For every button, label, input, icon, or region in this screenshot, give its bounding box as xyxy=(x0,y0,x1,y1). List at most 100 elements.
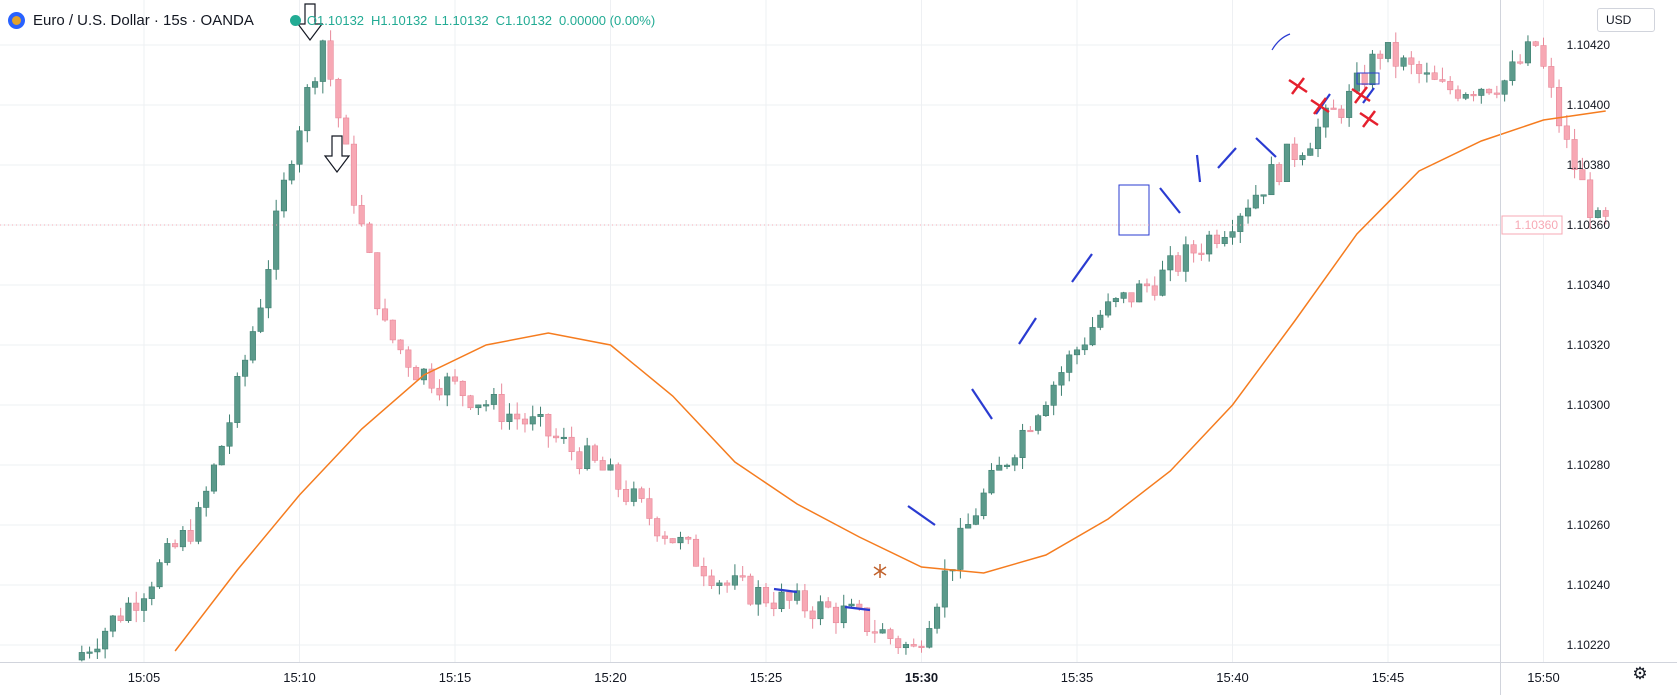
candle-body xyxy=(739,575,746,578)
cross-mark-icon xyxy=(1362,110,1376,128)
candle-body xyxy=(1579,169,1586,181)
moving-average-line xyxy=(174,110,1606,652)
candle-body xyxy=(1136,283,1143,303)
currency-button[interactable]: USD xyxy=(1597,8,1655,32)
candle-body xyxy=(1073,349,1081,356)
candle-body xyxy=(1066,354,1073,373)
candle-body xyxy=(685,536,692,540)
candle-body xyxy=(1143,283,1151,287)
x-tick-label: 15:45 xyxy=(1372,670,1405,685)
candle-body xyxy=(630,488,637,502)
candle-body xyxy=(1369,53,1376,86)
candle-body xyxy=(226,422,233,447)
y-tick-label: 1.10400 xyxy=(1567,98,1611,112)
candle-body xyxy=(156,562,163,588)
candle-body xyxy=(1563,125,1570,140)
candle-body xyxy=(1307,148,1314,156)
candle-body xyxy=(972,515,979,525)
candle-body xyxy=(1594,210,1601,218)
candle-body xyxy=(1003,464,1011,467)
candle-body xyxy=(607,464,614,471)
candle-body xyxy=(1400,57,1407,67)
candle-body xyxy=(1221,236,1228,244)
y-tick-label: 1.10280 xyxy=(1567,458,1611,472)
candle-body xyxy=(832,606,840,624)
symbol-title[interactable]: Euro / U.S. Dollar · 15s · OANDA xyxy=(33,11,254,29)
candle-body xyxy=(1532,41,1539,46)
candle-body xyxy=(148,586,155,599)
x-tick-label: 15:25 xyxy=(750,670,783,685)
highlight-box xyxy=(1118,184,1150,236)
gear-icon[interactable]: ⚙ xyxy=(1632,664,1648,683)
candle-body xyxy=(203,490,210,508)
symbol-logo-icon[interactable] xyxy=(8,11,25,29)
arc-drawing xyxy=(1271,33,1291,51)
candle-body xyxy=(1602,210,1609,217)
candle-body xyxy=(257,307,264,332)
candle-body xyxy=(825,601,832,608)
candle-body xyxy=(1050,384,1057,406)
candle-body xyxy=(1105,301,1112,316)
candle-body xyxy=(933,606,941,629)
candle-body xyxy=(747,575,754,605)
candle-body xyxy=(568,436,575,452)
y-tick-label: 1.10300 xyxy=(1567,398,1611,412)
candle-body xyxy=(366,223,373,253)
candle-body xyxy=(102,630,109,650)
candle-body xyxy=(1540,45,1547,67)
candle-body xyxy=(1182,244,1189,272)
candle-body xyxy=(1509,61,1516,81)
candle-body xyxy=(716,582,723,586)
candle-body xyxy=(1237,215,1244,232)
candle-body xyxy=(1478,88,1485,96)
ohlc-high: H1.10132 xyxy=(371,12,428,28)
candle-body xyxy=(94,648,101,653)
candle-body xyxy=(514,413,521,420)
candle-body xyxy=(296,130,303,165)
candle-body xyxy=(459,380,466,397)
candle-body xyxy=(1587,179,1594,218)
candle-body xyxy=(910,644,917,647)
trend-line xyxy=(1255,137,1277,158)
candle-body xyxy=(374,252,381,310)
trend-line xyxy=(844,605,871,612)
candle-body xyxy=(413,367,420,381)
candlestick-series xyxy=(78,30,1609,662)
candle-body xyxy=(871,631,878,634)
candle-body xyxy=(467,395,474,409)
candle-body xyxy=(1027,429,1034,433)
candle-body xyxy=(350,143,357,206)
candle-body xyxy=(1206,234,1213,255)
candle-body xyxy=(1299,155,1306,160)
candle-body xyxy=(397,339,404,351)
candle-body xyxy=(638,488,645,499)
candle-body xyxy=(1035,415,1042,431)
candle-body xyxy=(887,629,894,639)
y-tick-label: 1.10220 xyxy=(1567,638,1611,652)
candle-body xyxy=(1175,255,1182,272)
candle-body xyxy=(786,591,793,601)
candle-body xyxy=(288,163,295,181)
candle-body xyxy=(537,414,544,417)
candle-body xyxy=(164,543,171,563)
candle-body xyxy=(133,602,140,611)
candle-body xyxy=(1120,292,1127,299)
candle-body xyxy=(187,530,194,542)
candle-body xyxy=(1252,194,1259,209)
candle-body xyxy=(1377,53,1384,59)
candle-body xyxy=(1501,80,1508,95)
trend-line xyxy=(1159,187,1181,214)
candle-body xyxy=(1338,108,1345,118)
candle-body xyxy=(692,538,700,567)
candle-body xyxy=(1408,57,1415,65)
candle-body xyxy=(708,575,715,586)
candle-body xyxy=(343,117,350,145)
y-tick-label: 1.10320 xyxy=(1567,338,1611,352)
x-tick-label: 15:15 xyxy=(439,670,472,685)
candle-body xyxy=(980,492,987,517)
trend-line xyxy=(773,587,798,594)
candle-body xyxy=(584,445,591,469)
candle-body xyxy=(210,464,218,492)
